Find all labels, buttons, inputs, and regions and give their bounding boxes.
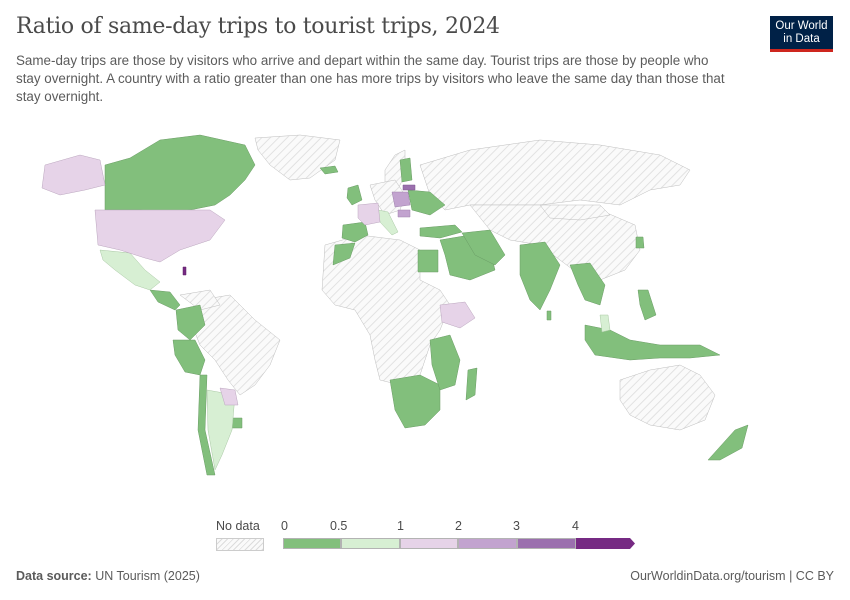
region-finland[interactable] (399, 157, 413, 183)
region-iran[interactable] (461, 229, 506, 266)
region-turkey[interactable] (419, 224, 463, 239)
region-usa[interactable] (94, 209, 226, 263)
region-venezuela[interactable] (179, 289, 221, 311)
region-latvia[interactable] (402, 184, 416, 191)
legend-bin-0-0-5[interactable] (283, 538, 341, 549)
legend-tick-2: 2 (455, 519, 462, 533)
legend: No data 0 0.5 1 2 3 4 (0, 515, 850, 555)
region-malaysia[interactable] (599, 314, 611, 333)
data-source-label: Data source: (16, 569, 92, 583)
region-ethiopia[interactable] (439, 301, 476, 329)
region-bahamas[interactable] (182, 266, 187, 276)
region-korea[interactable] (635, 236, 645, 249)
legend-bin-3-4[interactable] (517, 538, 576, 549)
region-hungary[interactable] (397, 209, 411, 218)
footer-url[interactable]: OurWorldinData.org/tourism | CC BY (630, 569, 834, 583)
logo-line-1: Our World (775, 20, 828, 32)
owid-logo[interactable]: Our World in Data (770, 16, 833, 52)
region-france[interactable] (357, 202, 381, 226)
legend-bin-2-3[interactable] (458, 538, 517, 549)
region-sri-lanka[interactable] (546, 310, 552, 321)
region-morocco[interactable] (332, 242, 356, 266)
region-egypt[interactable] (417, 249, 439, 273)
legend-tick-0: 0 (281, 519, 288, 533)
region-mongolia[interactable] (539, 204, 611, 221)
region-brazil[interactable] (189, 294, 281, 396)
region-chile[interactable] (197, 374, 216, 476)
region-italy[interactable] (377, 209, 399, 236)
region-canada[interactable] (104, 134, 256, 213)
region-india[interactable] (519, 241, 561, 311)
chart-subtitle: Same-day trips are those by visitors who… (16, 53, 725, 104)
region-alaska[interactable] (41, 154, 106, 196)
region-greenland[interactable] (254, 134, 341, 181)
region-russia[interactable] (419, 139, 691, 211)
legend-bin-1-2[interactable] (400, 538, 458, 549)
legend-bin-0-5-1[interactable] (341, 538, 400, 549)
data-source: Data source: UN Tourism (2025) (16, 569, 200, 583)
region-philippines[interactable] (637, 289, 657, 321)
legend-bin-over-4[interactable] (576, 538, 636, 549)
chart-title: Ratio of same-day trips to tourist trips… (16, 14, 500, 39)
region-southeast-asia[interactable] (569, 262, 606, 306)
legend-tick-4: 4 (572, 519, 579, 533)
legend-tick-3: 3 (513, 519, 520, 533)
legend-no-data-label: No data (216, 519, 260, 533)
region-southern-africa[interactable] (389, 374, 441, 429)
region-east-africa[interactable] (429, 334, 461, 391)
logo-line-2: in Data (783, 32, 820, 45)
region-iceland[interactable] (319, 165, 339, 175)
region-spain-portugal[interactable] (341, 221, 369, 243)
world-map[interactable] (0, 120, 850, 510)
legend-no-data-swatch[interactable] (216, 538, 264, 551)
region-belarus-ukraine[interactable] (407, 189, 446, 216)
data-source-value[interactable]: UN Tourism (2025) (95, 569, 200, 583)
region-uruguay[interactable] (231, 417, 243, 429)
region-poland[interactable] (391, 191, 411, 208)
region-paraguay[interactable] (219, 387, 239, 406)
region-madagascar[interactable] (465, 367, 478, 401)
region-new-zealand[interactable] (707, 424, 749, 461)
region-indonesia[interactable] (584, 324, 721, 361)
legend-tick-0-5: 0.5 (330, 519, 348, 533)
region-australia[interactable] (619, 364, 716, 431)
legend-tick-1: 1 (397, 519, 404, 533)
region-mexico[interactable] (99, 249, 161, 291)
region-africa[interactable] (321, 234, 451, 386)
region-central-america[interactable] (149, 289, 181, 311)
region-uk-ireland[interactable] (346, 184, 363, 206)
region-colombia-ecuador[interactable] (175, 304, 206, 341)
